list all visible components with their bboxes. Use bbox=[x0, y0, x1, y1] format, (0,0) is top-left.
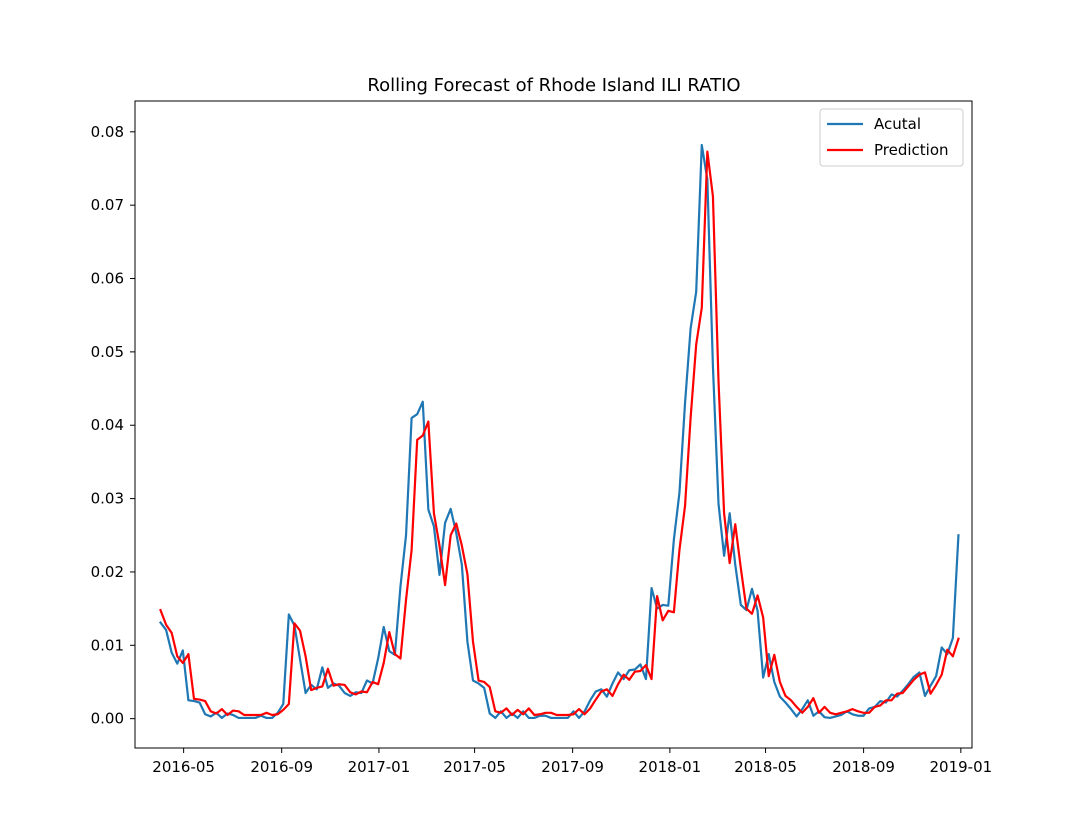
legend-label-prediction: Prediction bbox=[874, 141, 949, 159]
y-tick-label: 0.04 bbox=[91, 416, 124, 434]
y-tick-label: 0.06 bbox=[91, 270, 124, 288]
x-tick-label: 2018-05 bbox=[734, 758, 797, 776]
x-axis: 2016-05 2016-09 2017-01 2017-05 2017-09 2018-… bbox=[152, 748, 992, 776]
y-tick-label: 0.00 bbox=[91, 710, 124, 728]
series-layer bbox=[158, 143, 960, 720]
series-line-prediction bbox=[159, 150, 960, 717]
x-tick-label: 2017-01 bbox=[348, 758, 411, 776]
x-tick-label: 2019-01 bbox=[929, 758, 992, 776]
x-tick-label: 2018-09 bbox=[832, 758, 895, 776]
x-tick-label: 2017-05 bbox=[443, 758, 506, 776]
y-tick-label: 0.08 bbox=[91, 123, 124, 141]
legend: Acutal Prediction bbox=[819, 108, 964, 167]
y-axis: 0.00 0.01 0.02 0.03 0.04 0.05 0.06 0.07 0.08 bbox=[91, 123, 135, 728]
chart-title: Rolling Forecast of Rhode Island ILI RAT… bbox=[367, 75, 740, 96]
x-tick-label: 2016-05 bbox=[152, 758, 215, 776]
legend-label-acutal: Acutal bbox=[874, 115, 921, 133]
x-tick-label: 2016-09 bbox=[250, 758, 313, 776]
y-tick-label: 0.03 bbox=[91, 490, 124, 508]
x-tick-label: 2017-09 bbox=[541, 758, 604, 776]
y-tick-label: 0.05 bbox=[91, 343, 124, 361]
plot-frame bbox=[134, 100, 973, 749]
y-tick-label: 0.02 bbox=[91, 563, 124, 581]
y-tick-label: 0.01 bbox=[91, 636, 124, 654]
x-tick-label: 2018-01 bbox=[639, 758, 702, 776]
y-tick-label: 0.07 bbox=[91, 196, 124, 214]
